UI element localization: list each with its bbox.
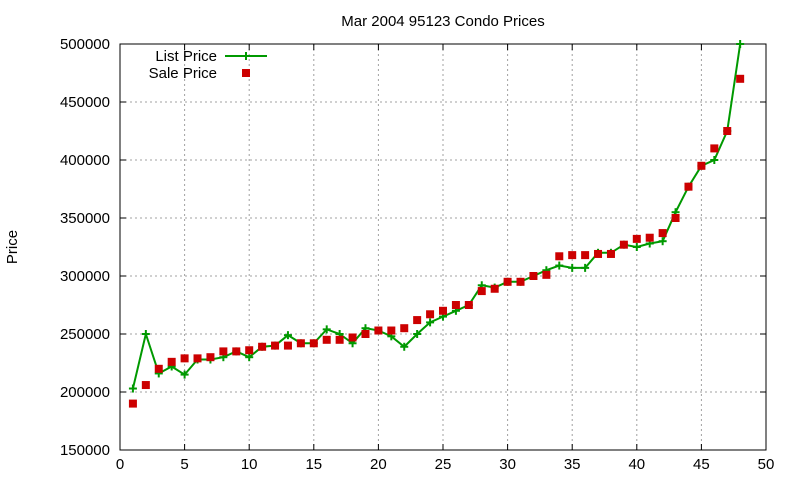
data-point [426,310,435,319]
axes: 0 5 10 15 20 25 30 35 40 45 50 150000 200000 250000 30… [60,36,774,473]
data-point [245,346,254,355]
x-tick-label: 20 [370,456,387,473]
x-tick-label: 15 [305,456,322,473]
data-point [451,301,460,309]
data-point [283,331,292,340]
y-tick-label: 350000 [60,210,110,227]
data-point [671,214,680,222]
data-point [232,347,241,356]
data-point [490,284,499,293]
y-tick-label: 450000 [60,94,110,111]
y-tick-label: 500000 [60,36,110,53]
data-point [439,306,447,315]
data-point [400,324,409,333]
data-point [374,326,383,335]
y-tick-label: 400000 [60,152,110,169]
data-point [568,263,577,272]
data-point [193,354,202,363]
data-point [348,333,357,342]
data-point [619,240,628,249]
legend-label: Sale Price [149,65,217,82]
series-sale-price [128,74,745,408]
y-tick-label: 150000 [60,442,110,459]
series-line [131,43,742,389]
data-point [180,354,189,363]
y-tick-label: 300000 [60,268,110,285]
legend-label: List Price [155,48,217,65]
data-point [464,301,473,309]
data-point [684,182,693,191]
x-tick-label: 25 [435,456,452,473]
y-tick-label: 250000 [60,326,110,343]
series [128,40,745,408]
data-point [400,342,409,351]
data-point [322,325,331,334]
data-point [283,341,292,350]
data-point [309,339,318,348]
x-tick-label: 50 [758,456,775,473]
x-tick-label: 5 [180,456,188,473]
x-tick-label: 30 [499,456,516,473]
data-point [245,353,254,362]
data-point [555,261,564,270]
data-point [710,144,719,153]
y-axis-label: Price [4,230,21,264]
data-point [736,74,745,83]
y-tick-label: 200000 [60,384,110,401]
data-point [542,270,551,279]
x-tick-label: 35 [564,456,581,473]
data-point [503,277,512,286]
x-tick-label: 40 [628,456,645,473]
data-point [568,251,577,260]
data-point [141,330,150,338]
data-point [477,287,486,296]
data-point [697,161,706,170]
x-tick-label: 0 [116,456,124,473]
data-point [632,234,641,243]
data-point [555,252,564,261]
data-point [271,341,280,350]
data-point [581,251,590,260]
data-point [141,381,150,390]
data-point [594,249,603,258]
data-point [206,353,215,362]
data-point [632,243,641,251]
data-point [335,335,344,344]
data-point [322,335,331,344]
data-point [180,370,189,379]
data-point [658,229,667,238]
data-point [296,339,305,348]
data-point [529,272,538,280]
data-point [154,364,163,373]
data-point [128,399,137,408]
legend-marker [242,52,250,60]
x-tick-label: 10 [241,456,258,473]
series-list-price [128,40,745,393]
data-point [516,277,525,286]
data-point [128,384,137,393]
data-point [387,326,396,335]
data-point [258,342,267,351]
data-point [606,249,615,258]
data-point [723,127,732,135]
grid-lines [120,44,766,450]
data-point [413,330,422,338]
chart-title: Mar 2004 95123 Condo Prices [341,13,544,30]
data-point [219,347,228,356]
data-point [736,40,745,48]
legend-marker [242,69,250,77]
data-point [413,316,422,325]
data-point [361,330,370,338]
data-point [167,357,176,366]
data-point [426,318,435,327]
data-point [710,156,719,164]
data-point [645,233,654,242]
data-point [581,263,590,272]
data-point [658,237,667,246]
x-tick-label: 45 [693,456,710,473]
